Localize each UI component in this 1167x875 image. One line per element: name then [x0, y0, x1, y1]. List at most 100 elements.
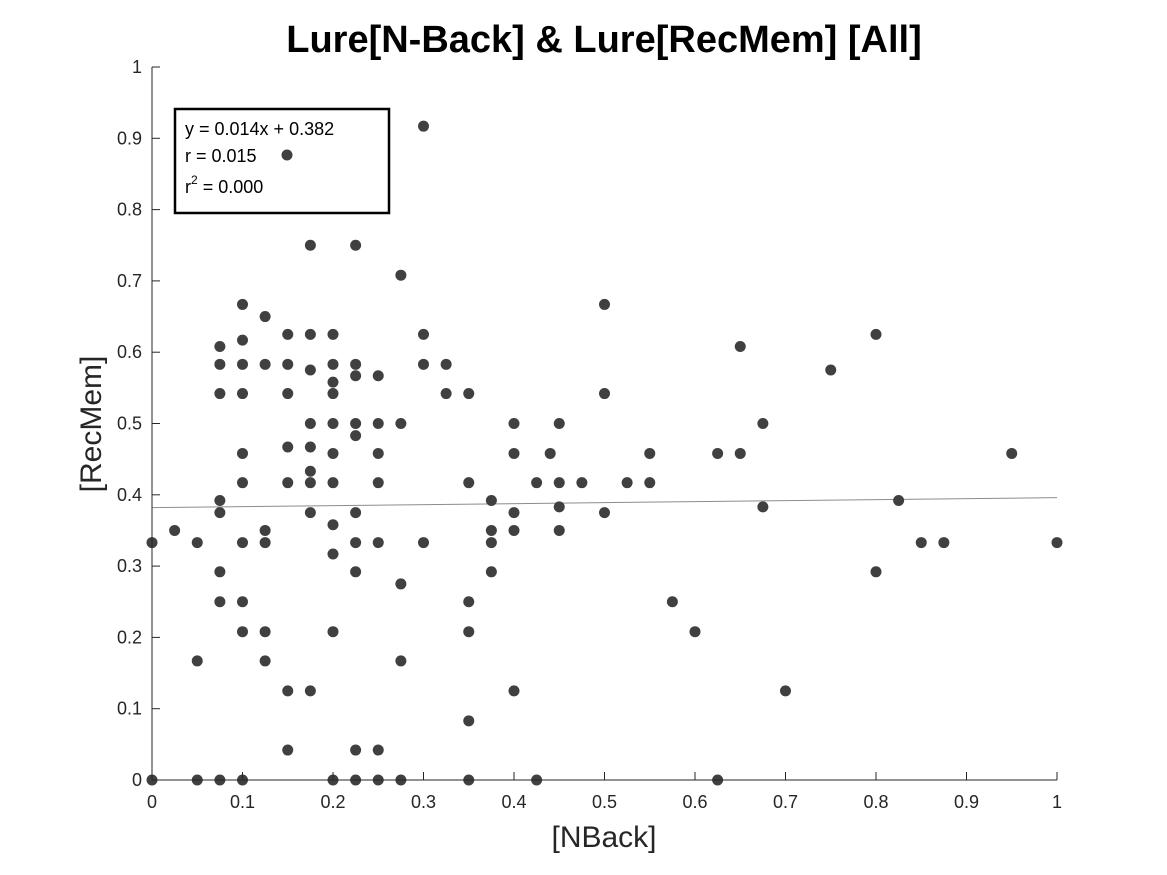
data-point	[440, 358, 452, 370]
data-point	[214, 507, 226, 519]
x-tick-label: 0.8	[863, 792, 888, 812]
data-point	[418, 537, 429, 549]
data-point	[372, 744, 384, 756]
data-point	[350, 744, 362, 756]
data-point	[237, 626, 248, 638]
data-point	[282, 477, 294, 489]
legend-r2-superscript: 2	[191, 173, 198, 187]
legend-r: r = 0.015	[185, 146, 257, 166]
data-point	[214, 596, 226, 608]
x-tick-label: 0.7	[773, 792, 798, 812]
y-axis-label: [RecMem]	[75, 356, 108, 493]
data-point	[372, 477, 384, 489]
data-point	[372, 370, 384, 382]
data-point	[780, 685, 791, 697]
data-point	[463, 477, 475, 489]
data-point	[327, 447, 339, 459]
data-point	[485, 537, 497, 549]
x-tick-label: 0.4	[501, 792, 526, 812]
data-point	[508, 418, 520, 429]
data-point	[304, 328, 316, 340]
data-point	[259, 524, 271, 536]
data-point	[304, 441, 316, 453]
fit-line	[151, 497, 1058, 509]
x-tick-label: 0.9	[954, 792, 979, 812]
data-point	[418, 120, 429, 132]
data-point	[350, 370, 362, 382]
data-point	[463, 596, 475, 608]
x-axis-label: [NBack]	[551, 821, 656, 854]
data-point	[169, 524, 181, 536]
data-point	[599, 507, 610, 519]
data-point	[327, 388, 339, 400]
y-tick-label: 0	[132, 770, 142, 790]
data-point	[621, 477, 633, 489]
data-point	[350, 566, 362, 578]
data-point	[508, 507, 520, 519]
data-point	[282, 328, 294, 340]
data-point	[259, 311, 271, 323]
legend-marker	[281, 149, 293, 161]
data-point	[508, 447, 520, 459]
points-layer	[146, 120, 1063, 786]
data-point	[372, 447, 384, 459]
data-point	[553, 418, 565, 429]
data-point	[282, 685, 294, 697]
data-point	[350, 430, 362, 442]
y-tick-label: 0.8	[117, 200, 142, 220]
data-point	[644, 447, 656, 459]
data-point	[191, 655, 203, 667]
data-point	[327, 358, 339, 370]
y-tick-label: 0.2	[117, 627, 142, 647]
data-point	[259, 655, 271, 667]
x-ticks: 0 0.1 0.2 0.3 0.4 0.5 0.6 0.7 0.8 0.9 1	[147, 772, 1062, 812]
data-point	[191, 537, 203, 549]
data-point	[237, 537, 248, 549]
data-point	[304, 685, 316, 697]
y-tick-label: 1	[132, 57, 142, 77]
data-point	[350, 418, 362, 429]
data-point	[893, 495, 905, 507]
data-point	[576, 477, 588, 489]
data-point	[304, 465, 316, 477]
data-point	[214, 340, 226, 352]
data-point	[553, 501, 565, 513]
x-tick-label: 0.6	[682, 792, 707, 812]
data-point	[757, 501, 769, 513]
data-point	[214, 495, 226, 507]
data-point	[463, 626, 475, 638]
fit-line-layer	[151, 497, 1058, 509]
data-point	[304, 239, 316, 251]
data-point	[757, 418, 769, 429]
y-tick-label: 0.7	[117, 271, 142, 291]
data-point	[282, 388, 294, 400]
data-point	[259, 537, 271, 549]
data-point	[712, 447, 724, 459]
data-point	[485, 524, 497, 536]
data-point	[259, 358, 271, 370]
data-point	[327, 548, 339, 560]
y-tick-label: 0.3	[117, 556, 142, 576]
y-tick-label: 0.4	[117, 485, 142, 505]
x-tick-label: 0	[147, 792, 157, 812]
data-point	[463, 715, 475, 727]
data-point	[237, 477, 248, 489]
data-point	[395, 655, 407, 667]
data-point	[327, 376, 339, 388]
data-point	[237, 388, 248, 400]
data-point	[350, 537, 362, 549]
x-tick-label: 0.5	[592, 792, 617, 812]
data-point	[418, 358, 429, 370]
data-point	[350, 507, 362, 519]
data-point	[553, 524, 565, 536]
data-point	[237, 358, 248, 370]
data-point	[666, 596, 678, 608]
data-point	[485, 566, 497, 578]
y-tick-label: 0.6	[117, 342, 142, 362]
data-point	[508, 685, 520, 697]
x-tick-label: 0.2	[320, 792, 345, 812]
data-point	[327, 418, 339, 429]
data-point	[304, 364, 316, 376]
data-point	[282, 744, 294, 756]
data-point	[463, 388, 475, 400]
